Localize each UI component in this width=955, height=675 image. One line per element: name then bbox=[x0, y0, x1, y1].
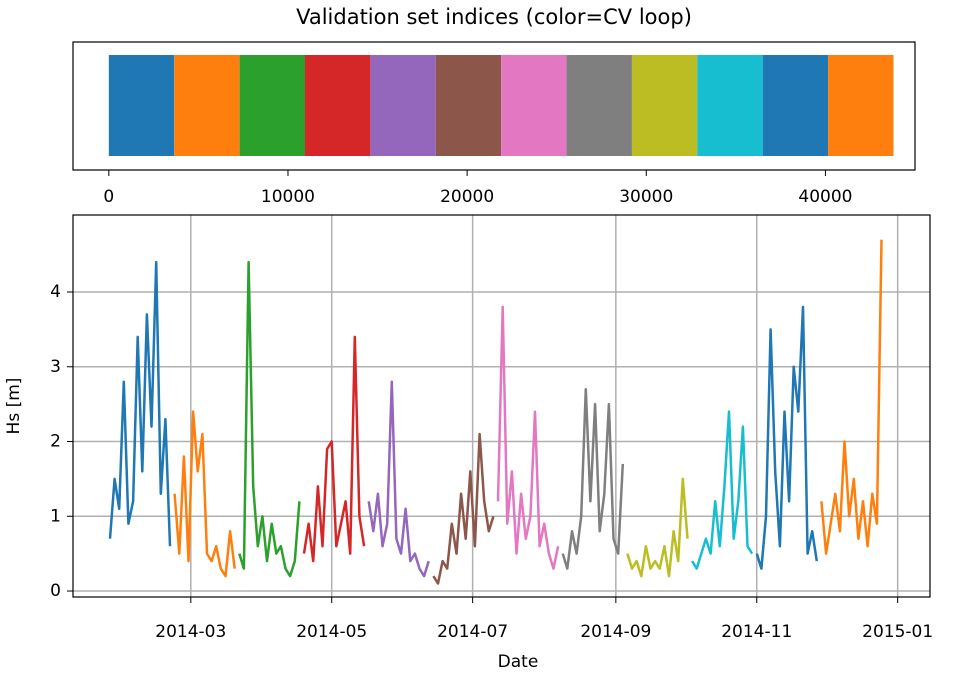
x-tick-label: 0 bbox=[103, 187, 114, 207]
series-line bbox=[691, 410, 754, 570]
x-tick-label: 30000 bbox=[619, 187, 673, 207]
x-tick-label: 2014-11 bbox=[721, 622, 792, 642]
segment bbox=[435, 55, 502, 156]
y-tick-label: 2 bbox=[50, 432, 61, 452]
series-line bbox=[496, 305, 560, 570]
segment bbox=[304, 55, 371, 156]
series-line bbox=[820, 239, 883, 555]
segment bbox=[828, 55, 894, 156]
y-tick-label: 1 bbox=[50, 506, 61, 526]
x-tick-label: 2014-09 bbox=[580, 622, 651, 642]
segment bbox=[108, 55, 175, 156]
series-line bbox=[561, 387, 625, 570]
series-line bbox=[432, 432, 495, 585]
x-tick-label: 2014-05 bbox=[296, 622, 367, 642]
x-tick-label: 2014-03 bbox=[155, 622, 226, 642]
x-tick-label: 10000 bbox=[261, 187, 315, 207]
y-tick-label: 4 bbox=[50, 282, 61, 302]
x-tick-label: 40000 bbox=[798, 187, 852, 207]
segment bbox=[697, 55, 763, 156]
x-axis-label: Date bbox=[498, 652, 539, 672]
series-line bbox=[755, 305, 819, 570]
y-tick-label: 3 bbox=[50, 357, 61, 377]
series-line bbox=[367, 380, 430, 578]
segment bbox=[566, 55, 632, 156]
series-line bbox=[108, 260, 172, 547]
series-line bbox=[626, 477, 689, 578]
y-axis-label: Hs [m] bbox=[4, 378, 24, 435]
segment bbox=[631, 55, 698, 156]
chart-title: Validation set indices (color=CV loop) bbox=[296, 5, 692, 29]
series-line bbox=[238, 260, 301, 578]
x-tick-label: 2014-07 bbox=[437, 622, 508, 642]
segment bbox=[370, 55, 436, 156]
x-tick-label: 2015-01 bbox=[862, 622, 933, 642]
segment bbox=[762, 55, 829, 156]
segment bbox=[174, 55, 240, 156]
series-line bbox=[302, 335, 366, 563]
y-tick-label: 0 bbox=[50, 581, 61, 601]
axes-frame bbox=[72, 214, 931, 598]
series-line bbox=[173, 410, 236, 578]
axes-frame bbox=[72, 41, 916, 171]
segment bbox=[501, 55, 567, 156]
x-tick-label: 20000 bbox=[440, 187, 494, 207]
segment bbox=[239, 55, 305, 156]
